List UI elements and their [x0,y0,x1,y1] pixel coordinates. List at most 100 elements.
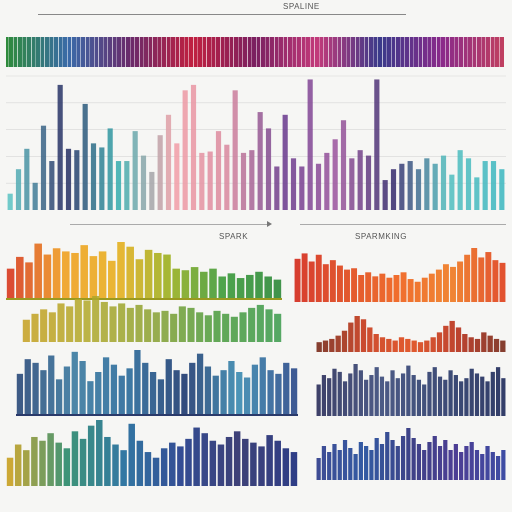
chart-bar [190,267,199,300]
chart-bar [427,371,432,416]
chart-bar [132,131,138,210]
chart-bar [449,320,455,352]
chart-bar [181,270,190,300]
chart-bar [407,279,414,302]
strip-tick [273,37,275,67]
strip-tick [30,37,32,67]
chart-bar [48,355,55,416]
strip-tick [170,37,171,67]
chart-bar [379,444,385,480]
chart-bar [424,158,430,210]
chart-bar [480,376,485,416]
chart-bar [382,180,388,210]
strip-tick [188,37,189,67]
strip-tick [125,37,126,67]
chart-bar [140,155,147,210]
chart-bar [212,375,219,416]
strip-tick [57,37,59,67]
chart-bar [485,446,490,480]
grid-lines [6,75,506,184]
chart-bar [364,379,369,416]
chart-bar [332,368,337,416]
chart-bar [501,450,506,480]
chart-bar [400,272,407,302]
chart-bar [160,448,168,486]
chart-bar [74,150,80,210]
chart-bar [196,353,204,416]
chart-bar [316,384,321,416]
strip-tick [440,37,441,67]
chart-bar [242,438,249,486]
chart-bar [449,174,455,210]
chart-bar [236,278,245,300]
chart-bar [31,436,38,486]
chart-bar [443,325,449,352]
chart-bar [448,450,453,480]
strip-tick [327,37,329,67]
strip-tick [12,37,14,67]
chart-bar [217,444,225,486]
chart-bar [357,150,363,210]
chart-bar [385,381,390,416]
chart-bar [149,171,155,210]
chart-bar [230,316,238,342]
strip-tick [255,37,257,67]
chart-bar [239,312,247,342]
chart-bar [126,368,133,416]
strip-tick [129,37,131,67]
chart-bar [369,450,374,480]
chart-bar [108,260,116,300]
chart-bar [390,169,397,210]
chart-bar [256,304,264,342]
chart-bar [421,277,428,302]
strip-tick [305,37,306,67]
strip-tick [278,37,279,67]
panel-red-right [316,312,506,352]
chart-bar [428,273,435,302]
strip-tick [26,37,27,67]
chart-bar [213,310,221,342]
strip-tick [444,37,446,67]
chart-bar [118,303,126,342]
chart-bar [437,446,443,480]
chart-bar [173,370,180,416]
chart-bar [443,440,448,480]
chart-bar [392,340,398,352]
panel-blue-left [16,346,298,416]
strip-tick [282,37,284,67]
chart-bar [459,381,464,416]
chart-bar [459,452,464,480]
strip-tick [152,37,153,67]
chart-bar [90,143,97,210]
chart-bar [118,375,125,416]
chart-bar [450,266,456,302]
chart-bar [501,378,506,416]
chart-bar [209,268,217,300]
chart-bar [24,148,30,210]
chart-bar [442,264,449,302]
chart-bar [7,193,13,210]
chart-bar [267,370,274,416]
strip-tick [471,37,473,67]
chart-bar [32,182,38,210]
chart-bar [177,446,184,486]
strip-tick [458,37,459,67]
chart-bar [16,256,24,300]
chart-bar [165,114,172,210]
top-header-rule [38,14,406,15]
chart-bar [110,364,118,416]
chart-bar [6,268,15,300]
chart-bar [40,309,48,342]
chart-bar [240,152,247,210]
chart-bar [400,436,406,480]
chart-bar [464,446,469,480]
strip-tick [381,37,383,67]
strip-tick [21,37,23,67]
strip-tick [350,37,351,67]
chart-bar [321,446,327,480]
chart-bar [329,338,335,352]
strip-tick [48,37,50,67]
chart-bar [136,440,144,486]
chart-bar [220,370,227,416]
strip-tick [192,37,194,67]
